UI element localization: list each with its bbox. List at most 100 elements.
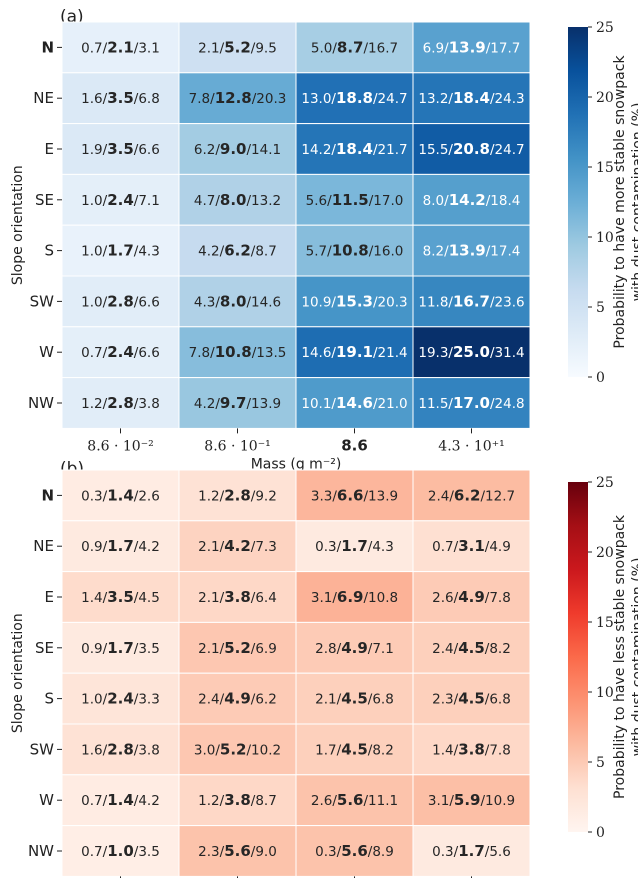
- colorbar-tick-label: 10: [596, 685, 614, 701]
- heatmap-cell: [178, 571, 297, 623]
- heatmap-cell: [178, 72, 297, 125]
- heatmap-cell: [178, 173, 297, 226]
- cell-value-label: 1.2/2.8/3.8: [81, 394, 160, 412]
- colorbar-tick-label: 0: [596, 825, 605, 841]
- heatmap-cell: [412, 571, 531, 623]
- colorbar: [568, 27, 588, 377]
- x-axis-label: Mass (g m⁻²): [251, 456, 342, 472]
- heatmap-cell: [412, 326, 531, 379]
- cell-value-label: 1.6/2.8/3.8: [81, 740, 160, 758]
- x-tick-label: 4.3 · 10⁺¹: [438, 438, 504, 454]
- cell-value-label: 2.4/6.2/12.7: [428, 486, 515, 504]
- cell-value-label: 0.3/1.7/4.3: [315, 537, 394, 555]
- cell-value-label: 1.0/2.4/7.1: [81, 191, 160, 209]
- cell-value-label: 3.0/5.2/10.2: [194, 740, 281, 758]
- cell-value-label: 2.1/5.2/9.5: [198, 38, 277, 56]
- panel-b-heatmap: (b)0.3/1.4/2.6 1.2/2.8/9.2 3.3/6.6/13.9 2.4…: [10, 459, 638, 878]
- colorbar-tick-label: 25: [596, 475, 614, 491]
- cell-value-label: 3.3/6.6/13.9: [311, 486, 398, 504]
- cell-value-label: 14.6/19.1/21.4: [301, 343, 407, 361]
- cell-value-label: 19.3/25.0/31.4: [418, 343, 524, 361]
- cell-value-label: 0.7/2.4/6.6: [81, 343, 160, 361]
- y-tick-label: E: [45, 140, 54, 158]
- y-tick-label: SE: [35, 191, 54, 209]
- colorbar: [568, 482, 588, 832]
- heatmap-cell: [178, 723, 297, 776]
- cell-value-label: 1.2/2.8/9.2: [198, 486, 277, 504]
- heatmap-cell: [412, 72, 531, 125]
- heatmap-cell: [295, 723, 414, 776]
- cell-value-label: 0.3/1.7/5.6: [432, 842, 511, 860]
- cell-value-label: 0.7/2.1/3.1: [81, 38, 160, 56]
- heatmap-cell: [295, 469, 414, 522]
- cell-value-label: 2.6/4.9/7.8: [432, 588, 511, 606]
- cell-value-label: 1.0/2.8/6.6: [81, 292, 160, 310]
- heatmap-cell: [61, 825, 180, 877]
- heatmap-cell: [295, 326, 414, 379]
- cell-value-label: 1.0/1.7/4.3: [81, 242, 160, 260]
- y-tick-label: NW: [28, 394, 54, 412]
- cell-value-label: 3.1/5.9/10.9: [428, 791, 515, 809]
- cell-value-label: 13.0/18.8/24.7: [301, 89, 407, 107]
- cell-value-label: 0.9/1.7/4.2: [81, 537, 160, 555]
- heatmap-cell: [412, 377, 531, 429]
- cell-value-label: 8.2/13.9/17.4: [423, 242, 521, 260]
- heatmap-cell: [412, 173, 531, 226]
- colorbar-tick-label: 10: [596, 230, 614, 246]
- heatmap-cell: [178, 825, 297, 877]
- cell-value-label: 1.6/3.5/6.8: [81, 89, 160, 107]
- y-tick-label: NE: [33, 89, 54, 107]
- cell-value-label: 15.5/20.8/24.7: [418, 140, 524, 158]
- cell-value-label: 5.6/11.5/17.0: [306, 191, 404, 209]
- cell-value-label: 4.2/9.7/13.9: [194, 394, 281, 412]
- heatmap-cell: [295, 173, 414, 226]
- cell-value-label: 4.2/6.2/8.7: [198, 242, 277, 260]
- cell-value-label: 1.4/3.5/4.5: [81, 588, 160, 606]
- heatmap-cell: [178, 672, 297, 725]
- heatmap-cell: [178, 469, 297, 522]
- heatmap-cell: [61, 123, 180, 175]
- cell-value-label: 2.1/4.2/7.3: [198, 537, 277, 555]
- cell-value-label: 2.1/4.5/6.8: [315, 690, 394, 708]
- y-tick-label: SW: [30, 292, 55, 310]
- colorbar-tick-label: 0: [596, 370, 605, 386]
- cell-value-label: 1.0/2.4/3.3: [81, 690, 160, 708]
- cell-value-label: 10.9/15.3/20.3: [301, 292, 407, 310]
- cell-value-label: 6.9/13.9/17.7: [423, 38, 521, 56]
- y-tick-label: E: [45, 588, 54, 606]
- x-tick-label: 8.6 · 10⁻²: [87, 438, 153, 454]
- heatmap-cell: [295, 224, 414, 277]
- heatmap-cell: [295, 377, 414, 429]
- cell-value-label: 6.2/9.0/14.1: [194, 140, 281, 158]
- y-tick-label: SW: [30, 740, 55, 758]
- colorbar-tick-label: 15: [596, 615, 614, 631]
- colorbar-tick-label: 20: [596, 90, 614, 106]
- heatmap-cell: [61, 173, 180, 226]
- colorbar-tick-label: 15: [596, 160, 614, 176]
- cell-value-label: 11.5/17.0/24.8: [418, 394, 524, 412]
- x-tick-label: 8.6 · 10⁻¹: [204, 438, 270, 454]
- heatmap-cell: [61, 621, 180, 674]
- cell-value-label: 2.6/5.6/11.1: [311, 791, 398, 809]
- y-axis-label: Slope orientation: [10, 165, 26, 285]
- cell-value-label: 10.1/14.6/21.0: [301, 394, 407, 412]
- y-tick-label: S: [44, 690, 54, 708]
- cell-value-label: 4.7/8.0/13.2: [194, 191, 281, 209]
- cell-value-label: 14.2/18.4/21.7: [301, 140, 407, 158]
- colorbar-tick-label: 20: [596, 545, 614, 561]
- heatmap-cell: [295, 672, 414, 725]
- heatmap-cell: [412, 224, 531, 277]
- heatmap-cell: [178, 224, 297, 277]
- cell-value-label: 5.0/8.7/16.7: [311, 38, 398, 56]
- cell-value-label: 1.9/3.5/6.6: [81, 140, 160, 158]
- cell-value-label: 0.3/5.6/8.9: [315, 842, 394, 860]
- heatmap-cell: [61, 377, 180, 429]
- cell-value-label: 11.8/16.7/23.6: [418, 292, 524, 310]
- y-tick-label: W: [39, 343, 54, 361]
- heatmap-cell: [178, 520, 297, 573]
- cell-value-label: 2.1/3.8/6.4: [198, 588, 277, 606]
- heatmap-cell: [295, 621, 414, 674]
- heatmap-cell: [295, 825, 414, 877]
- cell-value-label: 2.3/5.6/9.0: [198, 842, 277, 860]
- panel-a-heatmap: (a)0.7/2.1/3.1 2.1/5.2/9.5 5.0/8.7/16.7 6.9…: [10, 7, 638, 472]
